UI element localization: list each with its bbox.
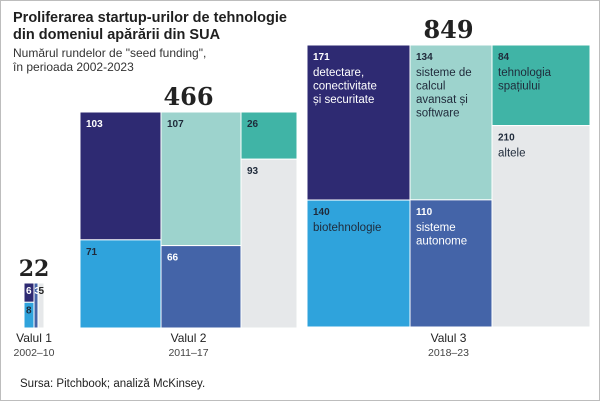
cell-category-label: software — [416, 108, 459, 120]
cell-value: 6 — [26, 286, 32, 297]
cell-value: 140 — [313, 207, 330, 218]
cell-value: 134 — [416, 52, 433, 63]
cell-category-label: biotehnologie — [313, 222, 381, 234]
cell-value: 84 — [498, 52, 510, 63]
wave-years: 2018–23 — [428, 347, 469, 359]
cell-value: 210 — [498, 133, 515, 144]
cell-altele — [491, 125, 591, 328]
chart-title: Proliferarea startup-urilor de tehnologi… — [13, 10, 287, 43]
cell-category-label: altele — [498, 148, 526, 160]
wave-total: 849 — [423, 15, 473, 44]
cell-value: 107 — [167, 119, 184, 130]
wave-total: 22 — [19, 256, 50, 282]
wave-years: 2011–17 — [168, 347, 208, 359]
cell-spatiu — [491, 44, 591, 127]
cell-category-label: sisteme de — [416, 67, 472, 79]
wave-total: 466 — [163, 82, 213, 111]
subtitle-line-2: în perioada 2002-2023 — [13, 60, 134, 74]
wave-years: 2002–10 — [14, 347, 55, 359]
cell-biotehnologie — [306, 199, 411, 328]
cell-value: 93 — [247, 166, 259, 177]
wave-label: Valul 2 — [171, 331, 207, 345]
cell-category-label: calcul — [416, 81, 445, 93]
cell-category-label: detectare, — [313, 67, 364, 79]
cell-category-label: avansat și — [416, 94, 468, 106]
wave-label: Valul 1 — [16, 331, 52, 345]
cell-category-label: autonome — [416, 235, 467, 247]
cell-value: 103 — [86, 119, 103, 130]
cell-detectare — [79, 111, 162, 241]
chart-subtitle: Numărul rundelor de "seed funding", în p… — [13, 46, 273, 74]
cell-value: 26 — [247, 119, 259, 130]
cell-autonome — [409, 199, 493, 328]
cell-biotehnologie — [79, 239, 162, 329]
wave-group-2: 466 103 71 107 66 26 93 Valul 2 2011–17 — [79, 82, 298, 359]
cell-category-label: tehnologia — [498, 67, 552, 79]
wave-label: Valul 3 — [431, 331, 467, 345]
cell-value: 171 — [313, 52, 330, 63]
cell-value: 5 — [39, 286, 45, 297]
cell-value: 71 — [86, 247, 98, 258]
subtitle-line-1: Numărul rundelor de "seed funding", — [13, 46, 207, 60]
cell-value: 110 — [416, 207, 433, 218]
cell-altele — [37, 282, 45, 329]
cell-detectare — [306, 44, 411, 201]
cell-category-label: spațiului — [498, 81, 540, 93]
cell-value: 8 — [26, 305, 32, 316]
cell-calcul — [160, 111, 242, 247]
cell-category-label: și securitate — [313, 94, 374, 106]
source-note: Sursa: Pitchbook; analiză McKinsey. — [20, 378, 206, 390]
cell-altele — [240, 158, 298, 329]
cell-spatiu — [240, 111, 298, 160]
cell-category-label: conectivitate — [313, 81, 377, 93]
cell-value: 66 — [167, 253, 179, 264]
cell-category-label: sisteme — [416, 222, 456, 234]
